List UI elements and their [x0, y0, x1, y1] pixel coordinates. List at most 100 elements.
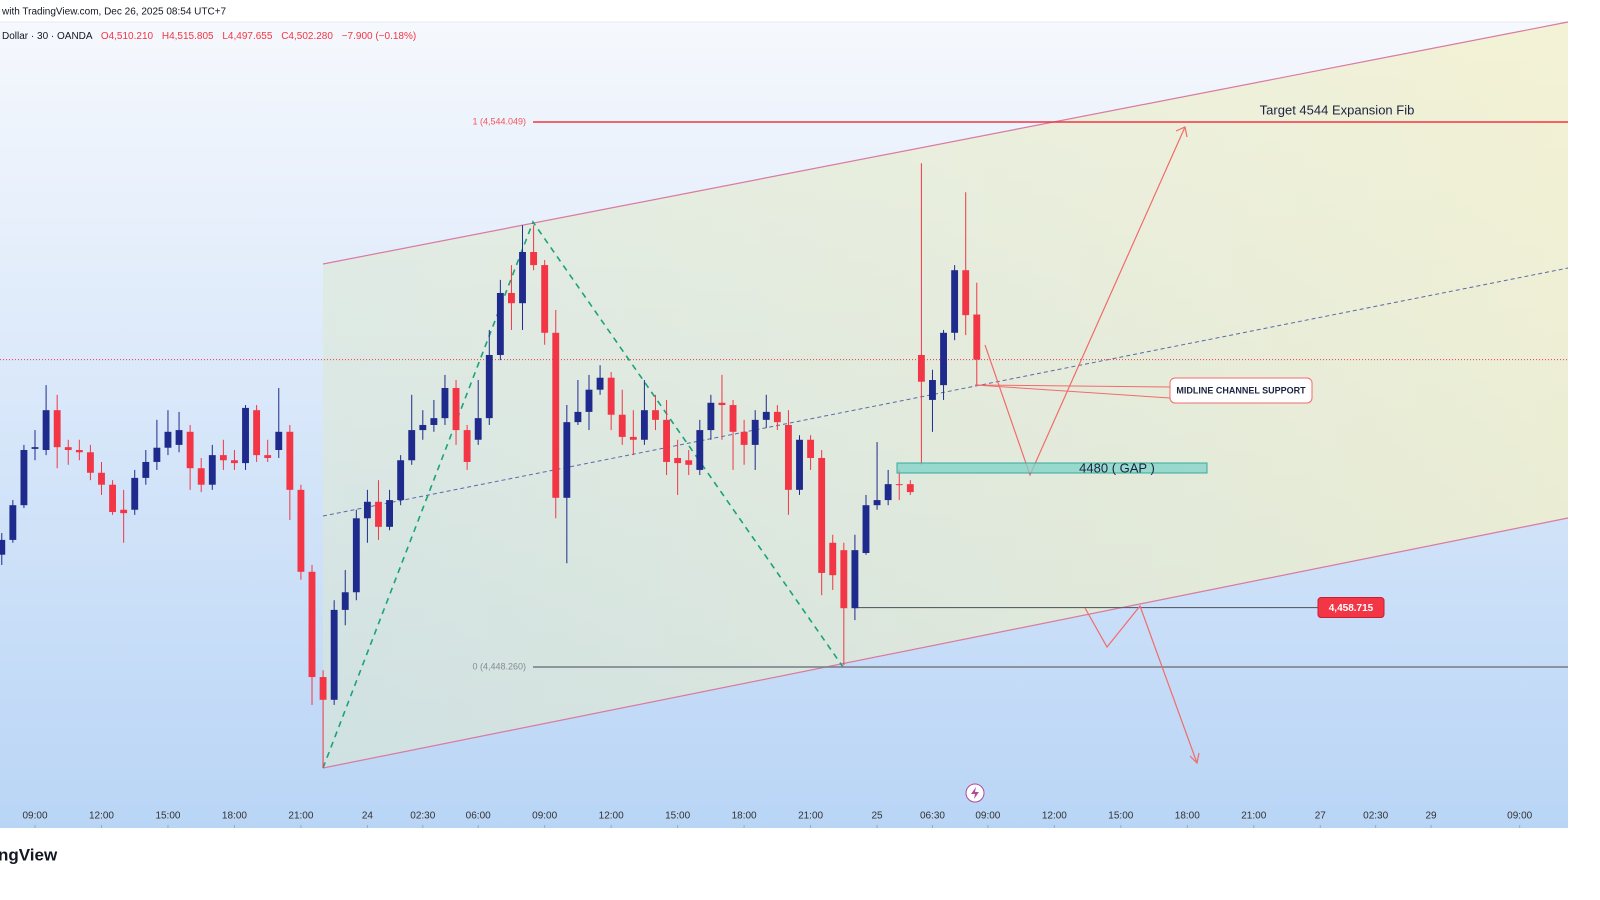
candle-body: [962, 270, 970, 316]
candle-body: [640, 410, 648, 440]
x-tick-label: 12:00: [599, 811, 624, 822]
candle-body: [131, 477, 139, 510]
callout-pointer: [974, 384, 1171, 399]
candle-body: [840, 550, 848, 609]
candle-body: [86, 452, 94, 473]
candle-body: [508, 292, 515, 304]
candle-body: [463, 430, 471, 462]
x-tick-label: 12:00: [89, 811, 114, 822]
candle-body: [208, 455, 216, 485]
channel-upper: [322, 21, 1569, 265]
candle-body: [884, 484, 892, 501]
header-background: [0, 0, 1568, 22]
candle-body: [873, 500, 881, 506]
ohlc-low: L4,497.655: [222, 31, 272, 42]
x-tick-label: 24: [362, 811, 374, 822]
x-tick-label: 09:00: [975, 811, 1000, 822]
x-tick-label: 06:30: [920, 811, 945, 822]
symbol: Dollar · 30 · OANDA: [2, 31, 93, 42]
candle-body: [929, 380, 936, 400]
candle-body: [906, 484, 914, 493]
candle-body: [652, 410, 659, 420]
candle-body: [829, 542, 837, 576]
x-tick-label: 06:00: [466, 811, 491, 822]
x-tick-label: 27: [1315, 811, 1327, 822]
candle-body: [242, 407, 249, 464]
candle-body: [441, 387, 449, 419]
candle-body: [784, 424, 792, 490]
fib-label: 0 (4,448.260): [472, 661, 526, 671]
ohlc-open: O4,510.210: [101, 31, 154, 42]
x-tick-label: 15:00: [155, 811, 180, 822]
candle-body: [286, 431, 294, 490]
gap-zone: [896, 462, 1208, 474]
candle-body: [109, 484, 117, 513]
channel-midline: [322, 267, 1569, 517]
candle-body: [363, 501, 371, 519]
candle-body: [31, 447, 39, 449]
candle-body: [98, 472, 105, 485]
candle-body: [751, 419, 759, 445]
candle-body: [9, 505, 17, 540]
candle-body: [153, 447, 161, 462]
candle-body: [20, 450, 28, 506]
candle-body: [197, 468, 205, 485]
candle-body: [940, 332, 947, 386]
candle-body: [175, 430, 183, 445]
x-tick-label: 09:00: [1507, 811, 1532, 822]
x-tick-label: 15:00: [1108, 811, 1133, 822]
candle-body: [729, 405, 737, 432]
candle-body: [0, 539, 6, 555]
projection: [984, 126, 1200, 765]
candle-body: [408, 430, 416, 461]
callout-label: MIDLINE CHANNEL SUPPORT: [1176, 385, 1306, 395]
candle-body: [973, 314, 981, 360]
gap-label: 4480 ( GAP ): [1079, 460, 1155, 475]
candle-body: [596, 377, 604, 390]
candle-body: [696, 430, 704, 470]
candle-body: [341, 592, 349, 610]
candle-body: [42, 410, 50, 451]
legend-line: Dollar · 30 · OANDA O4,510.210 H4,515.80…: [2, 31, 416, 42]
candle-body: [796, 439, 803, 490]
candle-body: [707, 402, 715, 431]
candle-body: [485, 354, 493, 419]
arrow-head: [1189, 752, 1200, 765]
candle-body: [917, 354, 925, 382]
x-tick-label: 02:30: [1363, 811, 1388, 822]
candle-body: [618, 414, 626, 437]
zigzag: [322, 220, 844, 769]
x-tick-label: 09:00: [22, 811, 47, 822]
candle-body: [186, 431, 194, 469]
candle-body: [563, 422, 571, 498]
x-tick-label: 25: [872, 811, 884, 822]
candle-body: [807, 439, 815, 458]
callout-box: [1169, 377, 1313, 404]
x-tick-label: 29: [1425, 811, 1437, 822]
x-tick-label: 02:30: [410, 811, 435, 822]
x-tick-label: 21:00: [798, 811, 823, 822]
candle-body: [297, 489, 305, 572]
event-icon-bolt: [971, 787, 979, 799]
candle-body: [64, 447, 72, 451]
candle-body: [308, 571, 316, 678]
candle-body: [629, 436, 637, 440]
x-tick-label: 18:00: [222, 811, 247, 822]
candle-body: [264, 455, 272, 458]
candle-body: [120, 509, 128, 514]
candle-body: [585, 389, 593, 412]
candle-body: [951, 270, 959, 333]
candle-body: [75, 450, 83, 453]
candle-body: [674, 457, 682, 464]
x-tick-label: 15:00: [665, 811, 690, 822]
candle-body: [352, 518, 360, 593]
candle-body: [231, 460, 238, 464]
candle-body: [419, 424, 427, 431]
candle-body: [530, 251, 538, 266]
arrow-head: [1175, 126, 1188, 138]
candle-body: [452, 387, 460, 431]
candle-body: [330, 609, 338, 700]
candle-body: [740, 431, 748, 445]
target-label: Target 4544 Expansion Fib: [1260, 102, 1415, 117]
candle-body: [275, 431, 283, 451]
